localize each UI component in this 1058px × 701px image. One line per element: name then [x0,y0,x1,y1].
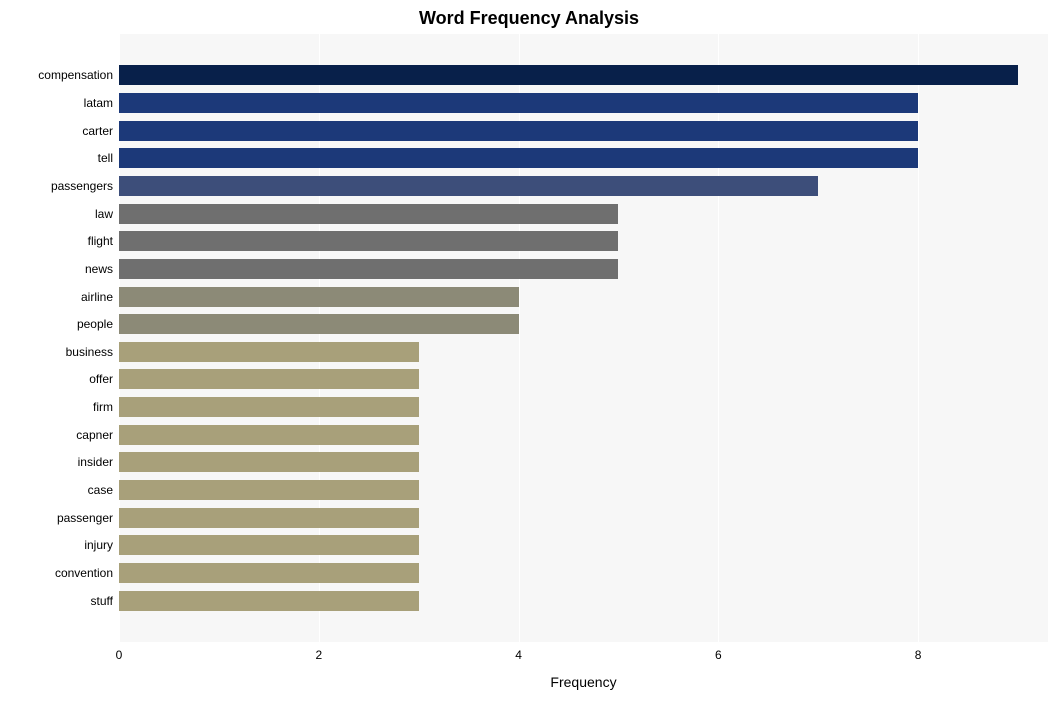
plot-area [119,34,1048,642]
y-tick-label: news [85,259,113,279]
chart-title: Word Frequency Analysis [0,8,1058,29]
chart-container: Word Frequency Analysis compensation lata… [0,0,1058,701]
bar [119,591,419,611]
y-tick-label: passengers [51,176,113,196]
x-tick-label: 0 [116,648,123,662]
y-tick-label: compensation [38,65,113,85]
bar [119,535,419,555]
y-tick-label: injury [84,535,113,555]
y-tick-label: flight [88,231,113,251]
bar [119,176,818,196]
y-axis-labels: compensation latam carter tell passengers law… [0,34,113,642]
x-tick-label: 2 [315,648,322,662]
bar [119,369,419,389]
y-tick-label: passenger [57,508,113,528]
bar [119,93,918,113]
y-tick-label: people [77,314,113,334]
bar [119,148,918,168]
bar [119,452,419,472]
bar [119,259,618,279]
x-axis-title: Frequency [119,674,1048,690]
y-tick-label: case [88,480,113,500]
y-tick-label: firm [93,397,113,417]
y-tick-label: law [95,204,113,224]
x-tick-label: 8 [915,648,922,662]
y-tick-label: stuff [91,591,113,611]
bar [119,121,918,141]
bar [119,508,419,528]
y-tick-label: business [66,342,113,362]
y-tick-label: convention [55,563,113,583]
bar [119,65,1018,85]
x-tick-label: 6 [715,648,722,662]
bars-group [119,34,1048,642]
y-tick-label: insider [78,452,113,472]
bar [119,480,419,500]
bar [119,314,519,334]
bar [119,204,618,224]
bar [119,342,419,362]
bar [119,231,618,251]
bar [119,287,519,307]
y-tick-label: airline [81,287,113,307]
bar [119,397,419,417]
y-tick-label: offer [89,369,113,389]
y-tick-label: latam [84,93,113,113]
bar [119,425,419,445]
y-tick-label: capner [76,425,113,445]
y-tick-label: tell [98,148,113,168]
y-tick-label: carter [82,121,113,141]
bar [119,563,419,583]
x-tick-label: 4 [515,648,522,662]
